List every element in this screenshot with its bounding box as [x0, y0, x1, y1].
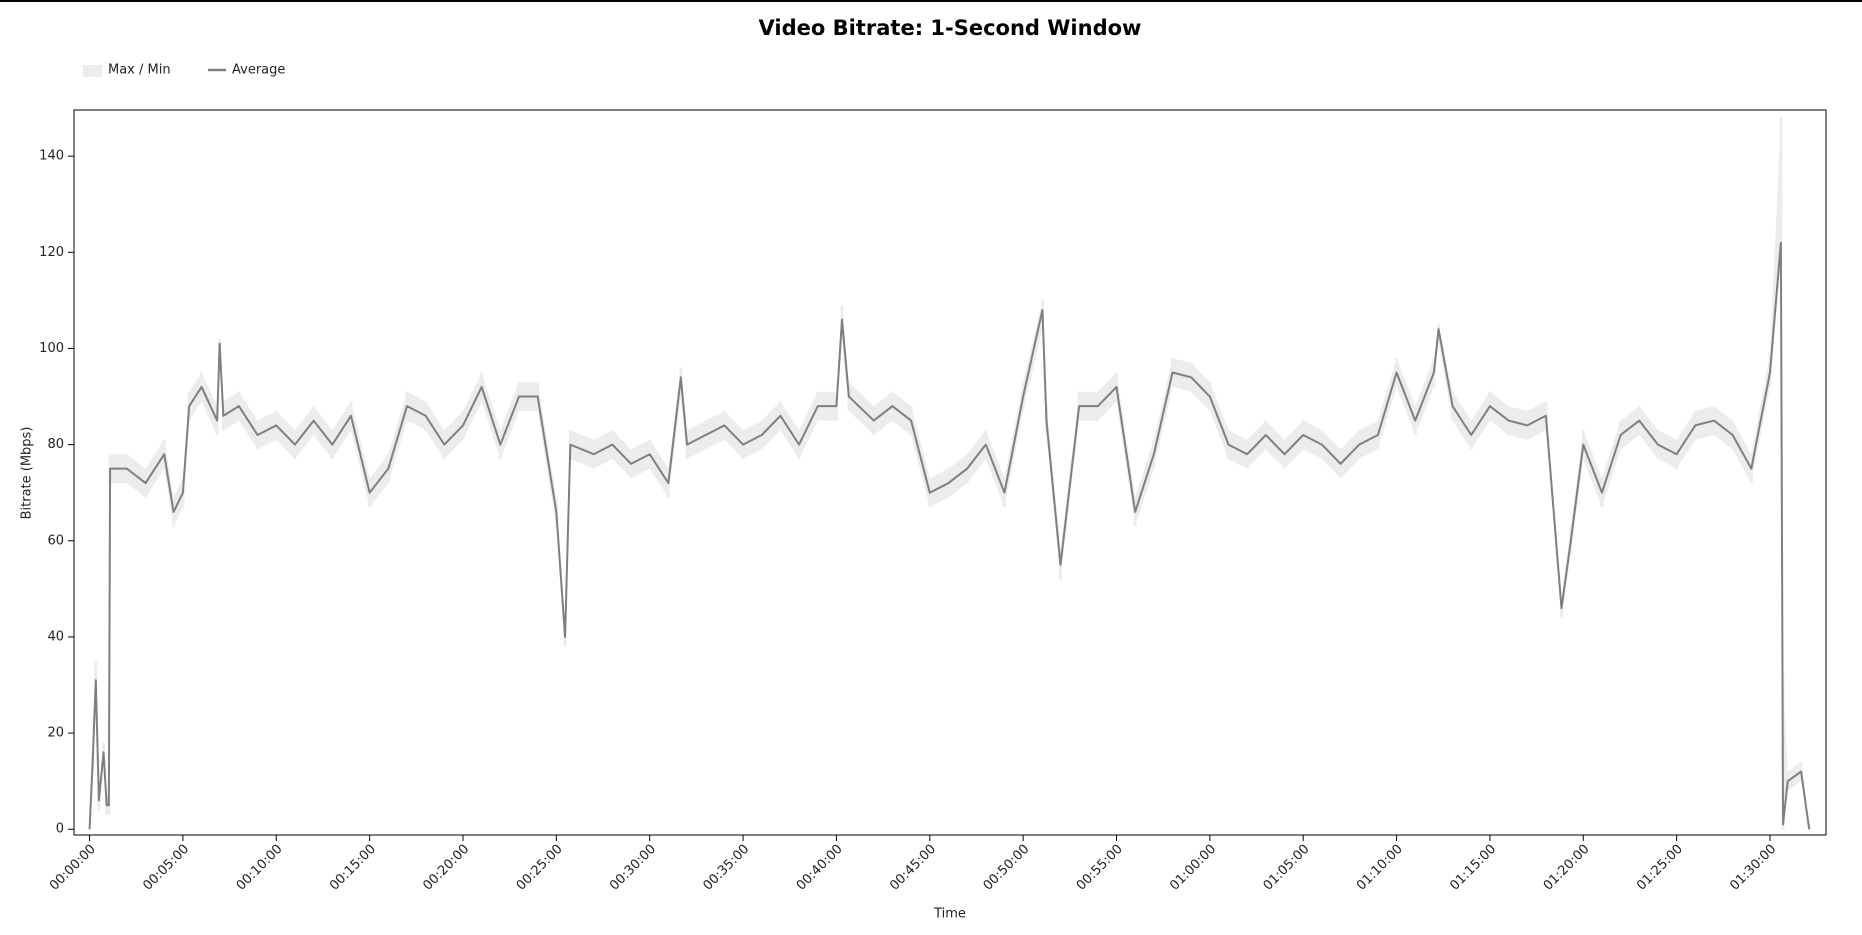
x-tick-label: 00:20:00	[420, 842, 472, 894]
x-tick-label: 01:20:00	[1541, 842, 1593, 894]
y-tick-label: 80	[47, 437, 64, 452]
y-axis-label: Bitrate (Mbps)	[20, 427, 35, 520]
chart-title: Video Bitrate: 1-Second Window	[759, 16, 1142, 40]
y-tick-label: 60	[47, 533, 64, 548]
x-tick-label: 01:15:00	[1447, 842, 1499, 894]
min-max-band	[89, 117, 1810, 830]
legend-label: Max / Min	[108, 63, 171, 78]
x-tick-label: 00:10:00	[234, 842, 286, 894]
x-tick-label: 01:00:00	[1167, 842, 1219, 894]
average-line	[88, 241, 1811, 830]
y-tick-label: 0	[56, 822, 64, 837]
y-tick-label: 140	[39, 149, 64, 164]
x-tick-label: 01:30:00	[1727, 842, 1779, 894]
x-tick-label: 00:30:00	[607, 842, 659, 894]
legend-band-swatch	[83, 65, 102, 77]
x-tick-label: 00:55:00	[1074, 842, 1126, 894]
x-tick-label: 01:25:00	[1634, 842, 1686, 894]
x-axis-label: Time	[933, 907, 966, 922]
y-tick-label: 100	[39, 341, 64, 356]
plot-frame	[73, 109, 1827, 836]
x-tick-label: 00:45:00	[887, 842, 939, 894]
y-tick-label: 120	[39, 245, 64, 260]
x-tick-label: 00:35:00	[700, 842, 752, 894]
x-tick-label: 00:00:00	[47, 842, 99, 894]
x-tick-label: 01:10:00	[1354, 842, 1406, 894]
x-tick-label: 00:50:00	[981, 842, 1033, 894]
x-tick-label: 00:05:00	[140, 842, 192, 894]
x-tick-label: 00:15:00	[327, 842, 379, 894]
x-tick-label: 01:05:00	[1261, 842, 1313, 894]
legend-label: Average	[232, 63, 285, 78]
x-tick-label: 00:25:00	[514, 842, 566, 894]
top-border	[0, 0, 1862, 2]
y-tick-label: 40	[47, 629, 64, 644]
x-tick-label: 00:40:00	[794, 842, 846, 894]
y-tick-label: 20	[47, 726, 64, 741]
